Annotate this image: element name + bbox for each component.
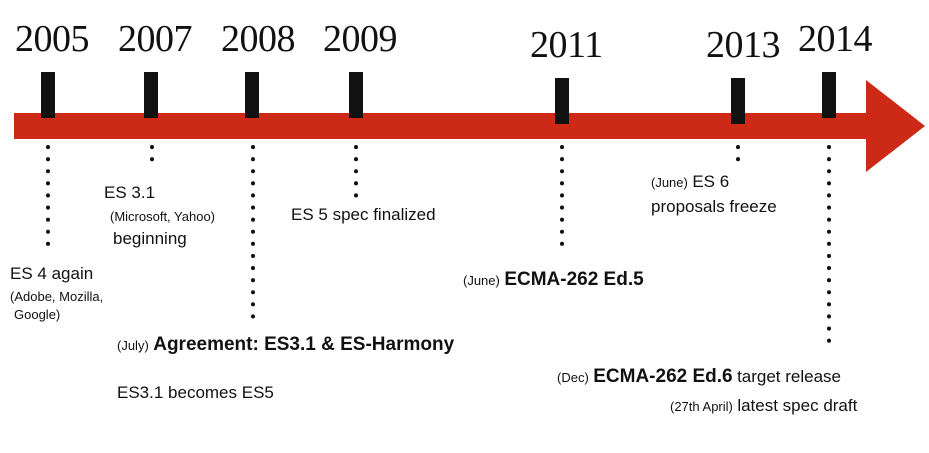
timeline-arrow [14, 80, 925, 172]
marker-2011 [555, 78, 569, 124]
event-2014-prefix: (Dec) [557, 370, 589, 385]
event-2013-detail: proposals freeze [651, 197, 777, 216]
event-2007-detail-2: beginning [113, 229, 187, 248]
event-2014-line: (Dec) ECMA-262 Ed.6 target release [557, 366, 841, 389]
event-2014-line-2: (27th April) latest spec draft [670, 396, 857, 416]
event-2008-note: ES3.1 becomes ES5 [117, 383, 274, 402]
event-2008-prefix: (July) [117, 338, 149, 353]
marker-2013 [731, 78, 745, 124]
marker-2014 [822, 72, 836, 118]
year-label-2014: 2014 [798, 18, 873, 60]
event-2013-prefix: (June) [651, 175, 688, 190]
year-label-2007: 2007 [118, 18, 193, 60]
marker-2007 [144, 72, 158, 118]
event-2014-note: latest spec draft [737, 396, 858, 415]
year-label-2005: 2005 [15, 18, 90, 60]
event-2011-title: ECMA-262 Ed.5 [504, 269, 644, 290]
event-2008-line: (July) Agreement: ES3.1 & ES-Harmony [117, 334, 454, 357]
event-2011-prefix: (June) [463, 273, 500, 288]
year-label-2011: 2011 [530, 24, 603, 66]
event-2013-title: ES 6 [692, 172, 730, 191]
event-2014-title: ECMA-262 Ed.6 [593, 366, 733, 387]
year-label-2008: 2008 [221, 18, 296, 60]
event-2011-line: (June) ECMA-262 Ed.5 [463, 269, 644, 292]
event-2007-detail: (Microsoft, Yahoo) [110, 209, 216, 224]
year-label-2009: 2009 [323, 18, 398, 60]
event-2009-title: ES 5 spec finalized [291, 205, 436, 224]
year-label-2013: 2013 [706, 24, 781, 66]
marker-2005 [41, 72, 55, 118]
event-2013-line: (June) ES 6 [651, 172, 729, 192]
event-2014-suffix: target release [737, 367, 842, 386]
event-2005-detail-2: Google) [14, 307, 61, 322]
event-2014-prefix-2: (27th April) [670, 399, 733, 414]
event-2008-title: Agreement: ES3.1 & ES-Harmony [153, 334, 455, 355]
marker-2008 [245, 72, 259, 118]
event-2005-detail: (Adobe, Mozilla, [10, 289, 104, 304]
event-2007-title: ES 3.1 [104, 183, 156, 202]
marker-2009 [349, 72, 363, 118]
event-2005-title: ES 4 again [10, 264, 94, 283]
